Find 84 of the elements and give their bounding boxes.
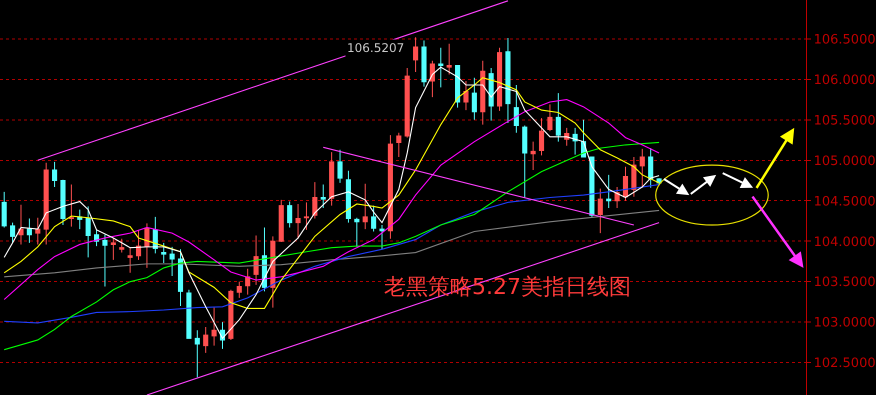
candlestick bbox=[556, 92, 561, 142]
candlestick bbox=[186, 289, 192, 339]
candlestick bbox=[110, 237, 116, 260]
candlestick bbox=[413, 36, 418, 73]
candlestick bbox=[446, 43, 452, 75]
annotation: 106.5207 bbox=[347, 41, 404, 55]
candlestick bbox=[320, 184, 326, 209]
candlestick bbox=[178, 248, 184, 306]
candlestick bbox=[354, 217, 360, 248]
candlestick bbox=[371, 205, 376, 232]
candlestick bbox=[472, 77, 477, 120]
candlestick bbox=[598, 188, 603, 234]
candlestick bbox=[170, 246, 175, 277]
candlestick bbox=[278, 199, 284, 243]
y-tick-label: 105.5000 bbox=[814, 113, 876, 128]
candlestick bbox=[640, 148, 645, 188]
candlestick bbox=[438, 47, 444, 88]
candlestick bbox=[547, 104, 552, 132]
candlestick bbox=[18, 204, 24, 245]
candlestick bbox=[337, 149, 343, 184]
candlestick bbox=[254, 235, 259, 286]
candlestick bbox=[396, 132, 402, 158]
y-tick-label: 104.0000 bbox=[814, 234, 876, 250]
candlestick bbox=[102, 234, 108, 288]
candlestick bbox=[505, 38, 510, 124]
candlestick bbox=[119, 238, 124, 254]
candlestick bbox=[128, 247, 133, 274]
y-tick-label: 103.0000 bbox=[814, 316, 876, 331]
candlestick bbox=[362, 183, 368, 230]
candlestick bbox=[26, 218, 32, 244]
y-tick-label: 102.5000 bbox=[814, 356, 876, 372]
line-series bbox=[4, 184, 660, 324]
candlestick bbox=[421, 40, 427, 88]
line-series bbox=[4, 142, 660, 350]
candlestick bbox=[514, 84, 519, 134]
y-tick-label: 104.5000 bbox=[814, 194, 876, 210]
candlestick bbox=[538, 118, 544, 156]
candlestick bbox=[606, 174, 612, 209]
candlestick bbox=[52, 161, 58, 188]
candlestick bbox=[480, 60, 486, 126]
candlestick bbox=[161, 242, 166, 264]
candlestick bbox=[522, 124, 528, 198]
candlestick bbox=[2, 191, 7, 228]
candlestick bbox=[463, 80, 469, 111]
candlestick bbox=[614, 186, 620, 209]
candlestick bbox=[329, 152, 334, 206]
candlestick bbox=[388, 134, 393, 240]
candlestick bbox=[245, 268, 250, 296]
candlestick bbox=[312, 182, 318, 220]
candlestick bbox=[236, 281, 242, 298]
candlestick bbox=[530, 141, 536, 170]
candlestick bbox=[287, 201, 292, 228]
candlestick bbox=[68, 184, 74, 228]
candlestick bbox=[152, 216, 158, 254]
candlestick bbox=[144, 222, 150, 268]
candlestick bbox=[194, 330, 200, 378]
candlestick bbox=[346, 170, 351, 224]
y-tick-label: 103.5000 bbox=[814, 275, 876, 290]
candlestick bbox=[44, 162, 49, 245]
candlestick bbox=[572, 127, 578, 156]
candlestick bbox=[455, 65, 460, 108]
candlestick bbox=[77, 209, 82, 230]
candlestick bbox=[228, 289, 234, 340]
candlestick bbox=[648, 148, 654, 188]
candlestick bbox=[203, 326, 208, 354]
candlestick bbox=[35, 217, 40, 245]
candlestick bbox=[622, 166, 628, 202]
candlestick bbox=[631, 156, 636, 198]
candlestick bbox=[60, 179, 66, 226]
y-tick-label: 105.0000 bbox=[814, 154, 876, 169]
candlestick bbox=[212, 307, 217, 346]
y-tick-label: 106.0000 bbox=[814, 72, 876, 88]
candlestick bbox=[304, 202, 309, 230]
candlestick bbox=[379, 224, 385, 250]
candlestick bbox=[488, 67, 494, 122]
candlestick bbox=[404, 67, 410, 138]
candlestick bbox=[430, 60, 435, 98]
candlestick bbox=[136, 229, 142, 260]
candlestick bbox=[86, 206, 91, 258]
y-tick-label: 106.5000 bbox=[814, 32, 876, 48]
candlestick bbox=[296, 203, 301, 240]
candlestick bbox=[589, 156, 594, 218]
candlestick bbox=[10, 222, 16, 244]
candlestick bbox=[497, 47, 502, 112]
